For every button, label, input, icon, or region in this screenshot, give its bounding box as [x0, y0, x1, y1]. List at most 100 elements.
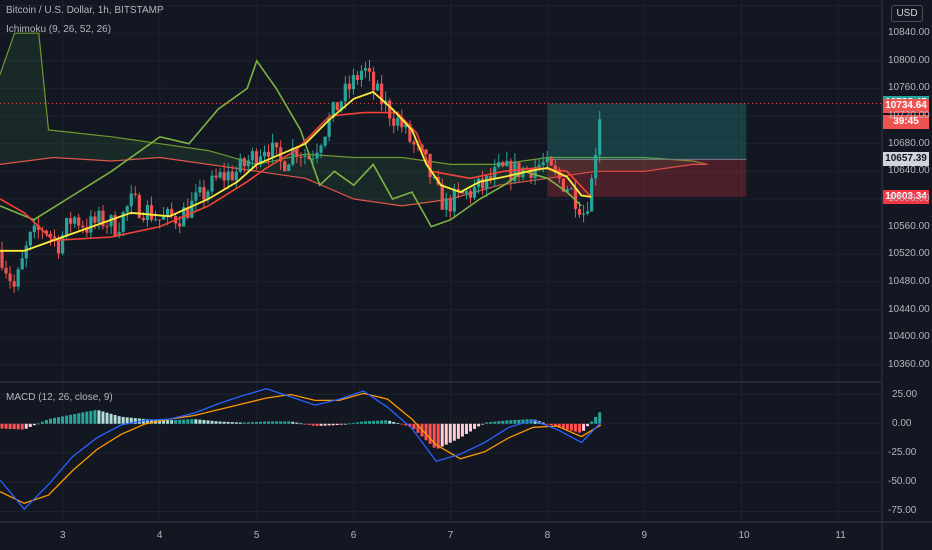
candle-body [315, 152, 319, 159]
macd-histogram-bar [549, 423, 553, 426]
macd-histogram-bar [376, 420, 380, 424]
candle-body [456, 189, 460, 192]
ichimoku-legend[interactable]: Ichimoku (9, 26, 52, 26) [6, 24, 112, 35]
candle-body [129, 193, 133, 207]
macd-histogram-bar [436, 423, 440, 449]
candle-body [81, 225, 85, 228]
candle-body [331, 102, 335, 119]
candle-body [303, 155, 307, 157]
macd-histogram-bar [8, 423, 12, 429]
macd-histogram-bar [343, 423, 347, 425]
candle-body [541, 162, 545, 166]
macd-histogram-bar [444, 423, 448, 445]
macd-histogram-bar [206, 420, 210, 424]
macd-histogram-bar [582, 423, 586, 431]
candle-body [561, 178, 565, 192]
macd-histogram-bar [267, 421, 271, 424]
candle-body [553, 165, 557, 172]
macd-histogram-bar [246, 422, 250, 424]
macd-histogram-bar [598, 412, 602, 424]
candle-body [145, 205, 150, 221]
macd-histogram-bar [586, 423, 590, 427]
x-tick-label: 8 [544, 530, 551, 541]
candle-body [28, 232, 32, 246]
macd-histogram-bar [242, 422, 246, 424]
candle-body [299, 156, 303, 158]
macd-histogram-bar [287, 421, 291, 424]
macd-histogram-bar [468, 423, 472, 432]
candle-body [48, 233, 53, 237]
macd-histogram-bar [303, 423, 307, 425]
macd-histogram-bar [477, 423, 481, 427]
candle-body [105, 226, 109, 228]
candle-body [359, 70, 364, 80]
candle-body [400, 117, 404, 128]
position-stop-zone [547, 159, 747, 197]
symbol-title: Bitcoin / U.S. Dollar, 1h, BITSTAMP [6, 5, 164, 16]
x-tick-label: 5 [253, 530, 260, 541]
macd-histogram-bar [40, 421, 44, 424]
macd-histogram-bar [113, 414, 117, 424]
y-tick-label: 10760.00 [888, 82, 930, 94]
candle-body [380, 83, 384, 105]
candle-body [270, 142, 275, 157]
macd-histogram-bar [210, 420, 214, 424]
candle-body [202, 187, 206, 200]
candle-body [4, 267, 8, 274]
macd-histogram-bar [578, 423, 582, 433]
candle-body [480, 178, 485, 189]
x-tick-label: 6 [350, 530, 357, 541]
position-target-zone [547, 103, 747, 160]
candle-body [557, 171, 561, 179]
candle-body [222, 172, 226, 181]
candle-body [291, 148, 295, 165]
macd-histogram-bar [311, 423, 315, 426]
macd-histogram-bar [28, 423, 32, 427]
price-tag: 10657.39 [883, 152, 929, 167]
y-tick-label: 10680.00 [888, 137, 930, 149]
candle-body [287, 164, 291, 171]
candle-body [165, 208, 170, 216]
candle-body [533, 167, 537, 178]
candle-body [186, 207, 190, 218]
candle-body [238, 158, 242, 172]
macd-histogram-bar [335, 423, 339, 426]
macd-legend[interactable]: MACD (12, 26, close, 9) [6, 392, 113, 403]
candle-body [468, 191, 473, 198]
macd-histogram-bar [230, 422, 234, 424]
macd-histogram-bar [412, 423, 416, 430]
candle-body [32, 225, 36, 233]
candle-body [125, 206, 129, 213]
macd-histogram-bar [368, 421, 372, 424]
macd-histogram-bar [125, 417, 129, 424]
x-tick-label: 7 [447, 530, 454, 541]
macd-histogram-bar [505, 420, 509, 424]
candle-body [60, 235, 65, 254]
macd-histogram-bar [158, 419, 162, 424]
currency-button[interactable]: USD [891, 5, 923, 22]
candle-body [295, 148, 299, 157]
macd-histogram-bar [533, 419, 537, 424]
macd-histogram-bar [339, 423, 343, 425]
lagging-span-line [0, 59, 583, 228]
macd-histogram-bar [569, 423, 573, 431]
macd-histogram-bar [355, 422, 359, 424]
macd-pane [0, 388, 602, 511]
ichimoku-cloud [0, 32, 708, 207]
candle-body [581, 213, 586, 215]
x-tick-label: 10 [738, 530, 750, 541]
macd-histogram-bar [263, 421, 267, 424]
macd-histogram-bar [81, 412, 85, 424]
macd-histogram-bar [0, 423, 4, 429]
candle-body [440, 184, 444, 210]
candle-body [367, 68, 372, 72]
macd-histogram-bar [109, 413, 113, 424]
macd-histogram-bar [497, 421, 501, 424]
macd-histogram-bar [351, 422, 355, 424]
macd-histogram-bar [573, 423, 577, 432]
macd-histogram-bar [89, 410, 93, 424]
candle-body [178, 223, 182, 227]
macd-histogram-bar [416, 423, 420, 433]
macd-histogram-bar [4, 423, 8, 429]
